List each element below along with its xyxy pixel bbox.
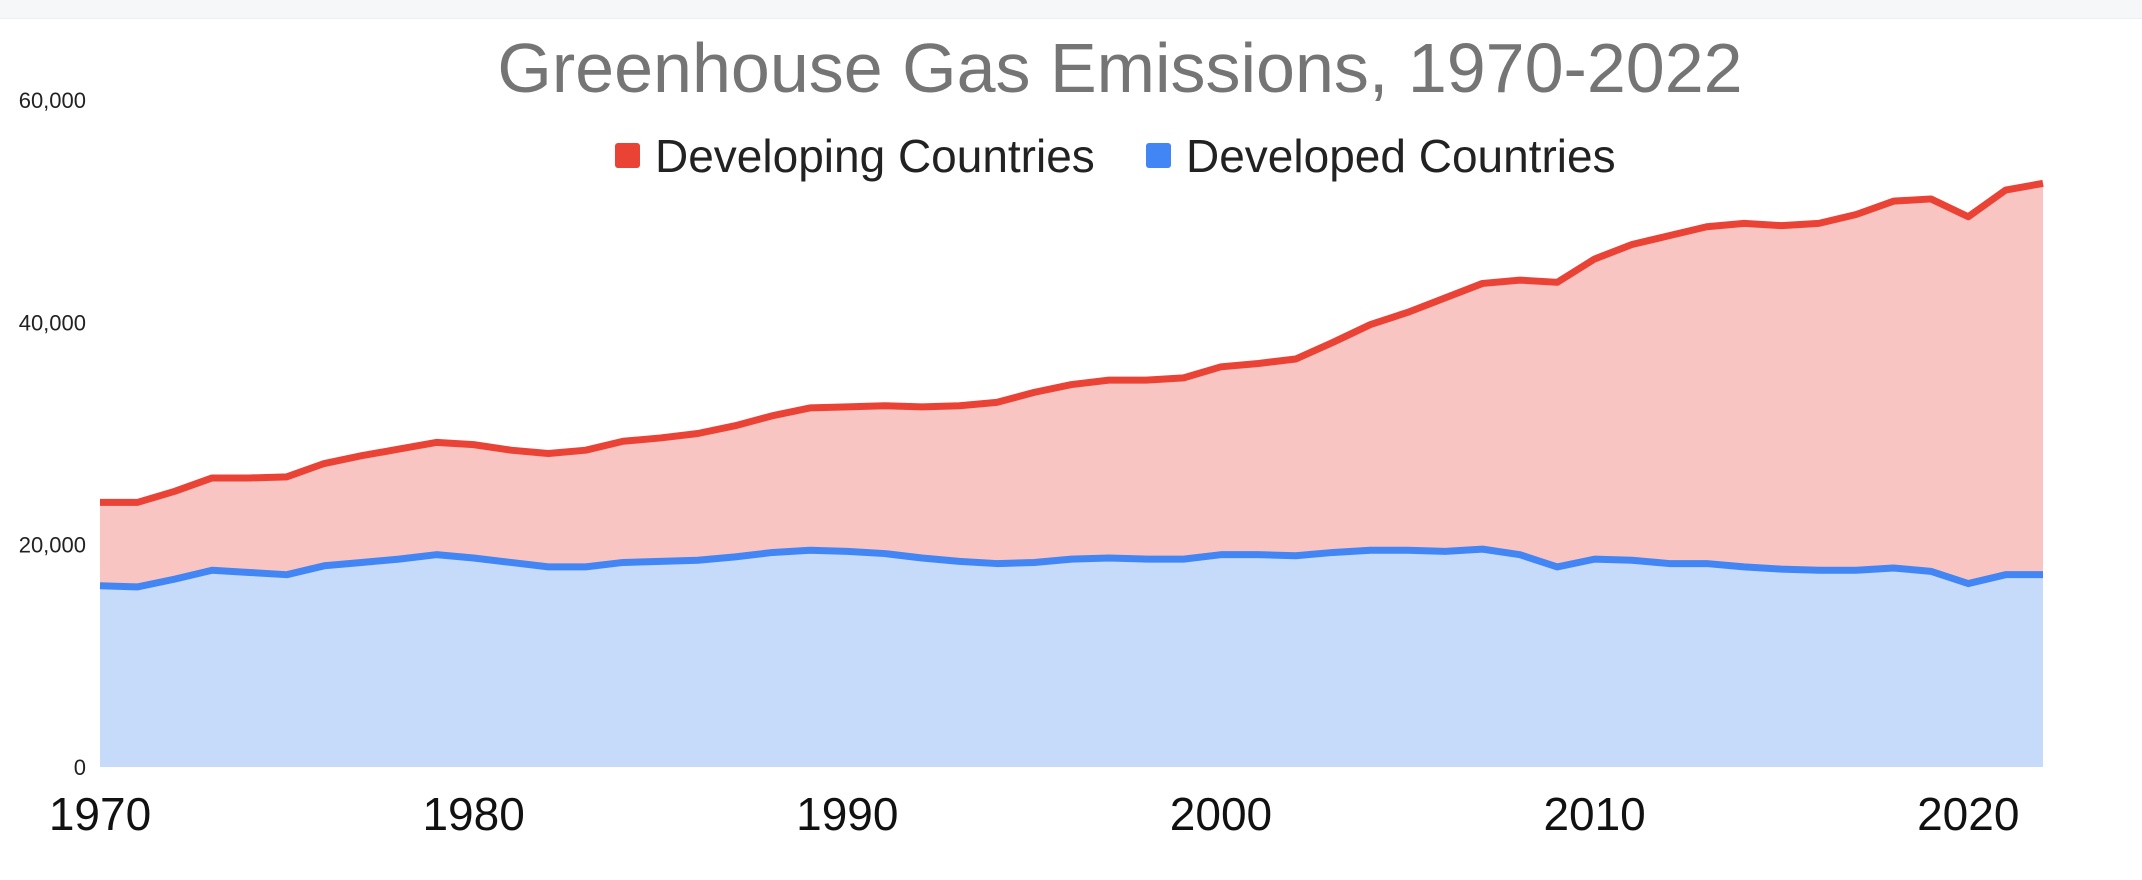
x-axis-ticks: 1970 1980 1990 2000 2010 2020 (49, 788, 2020, 840)
x-tick-label: 2000 (1170, 788, 1272, 840)
legend-label-developed: Developed Countries (1186, 130, 1616, 182)
y-axis-ticks: 0 20,000 40,000 60,000 (19, 88, 86, 780)
legend-swatch-developed (1146, 143, 1171, 168)
window-top-strip (0, 0, 2142, 19)
legend-label-developing: Developing Countries (655, 130, 1095, 182)
chart-title: Greenhouse Gas Emissions, 1970-2022 (497, 29, 1742, 107)
plot-lines (99, 179, 2044, 591)
x-tick-label: 2010 (1543, 788, 1645, 840)
y-tick-label: 40,000 (19, 310, 86, 335)
y-tick-label: 20,000 (19, 533, 86, 558)
line-developing-countries (100, 179, 2044, 506)
plot-areas (100, 183, 2043, 767)
legend: Developing Countries Developed Countries (615, 130, 1616, 182)
y-tick-label: 0 (74, 755, 86, 780)
line-developed-countries (99, 545, 2043, 591)
legend-swatch-developing (615, 143, 640, 168)
y-tick-label: 60,000 (19, 88, 86, 113)
x-tick-label: 1990 (796, 788, 898, 840)
area-developed-countries (100, 549, 2043, 767)
x-tick-label: 2020 (1917, 788, 2019, 840)
x-tick-label: 1980 (422, 788, 524, 840)
x-tick-label: 1970 (49, 788, 151, 840)
